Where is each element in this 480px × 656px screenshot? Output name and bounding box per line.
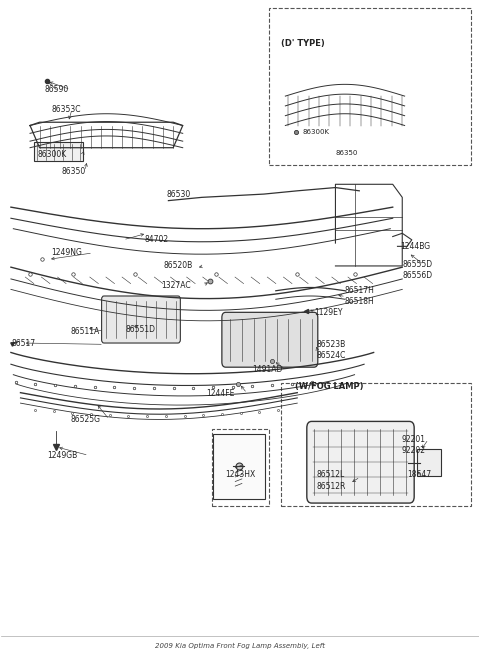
FancyBboxPatch shape — [102, 296, 180, 343]
Text: 1249GB: 1249GB — [47, 451, 77, 460]
Text: 86530: 86530 — [166, 190, 190, 199]
Text: 86555D: 86555D — [402, 260, 432, 269]
Text: 1491AD: 1491AD — [252, 365, 282, 374]
Text: 1327AC: 1327AC — [161, 281, 191, 290]
Text: 1243HX: 1243HX — [225, 470, 255, 480]
Text: 86350: 86350 — [61, 167, 85, 176]
Text: 1244BG: 1244BG — [400, 242, 430, 251]
Text: 18647: 18647 — [407, 470, 431, 480]
Text: 86518H: 86518H — [345, 297, 375, 306]
Text: (D' TYPE): (D' TYPE) — [281, 39, 324, 49]
Text: 86300K: 86300K — [37, 150, 66, 159]
Text: 2009 Kia Optima Front Fog Lamp Assembly, Left: 2009 Kia Optima Front Fog Lamp Assembly,… — [155, 642, 325, 649]
Text: 86512L: 86512L — [316, 470, 345, 480]
FancyBboxPatch shape — [417, 449, 442, 476]
Text: 84702: 84702 — [144, 236, 168, 244]
Text: 86551D: 86551D — [125, 325, 156, 334]
FancyBboxPatch shape — [222, 312, 318, 367]
FancyBboxPatch shape — [307, 421, 414, 503]
FancyBboxPatch shape — [213, 434, 265, 499]
Text: 86517: 86517 — [12, 339, 36, 348]
Text: 86353C: 86353C — [51, 105, 81, 113]
Text: 86511A: 86511A — [71, 327, 100, 336]
Text: 86300K: 86300K — [302, 129, 329, 135]
Text: 1244FE: 1244FE — [206, 389, 235, 398]
Text: 86520B: 86520B — [164, 262, 193, 270]
Text: 86525G: 86525G — [71, 415, 101, 424]
Text: 86556D: 86556D — [402, 271, 432, 280]
Text: 92201: 92201 — [401, 434, 425, 443]
Text: 86512R: 86512R — [316, 482, 346, 491]
Text: 86517H: 86517H — [345, 286, 375, 295]
Text: (W/FOG LAMP): (W/FOG LAMP) — [295, 382, 363, 391]
Text: 86590: 86590 — [44, 85, 69, 94]
Text: 86524C: 86524C — [316, 351, 346, 360]
Text: 92202: 92202 — [401, 445, 425, 455]
Text: 86523B: 86523B — [316, 340, 346, 349]
Text: 86350: 86350 — [336, 150, 358, 156]
Text: 1249NG: 1249NG — [51, 249, 83, 257]
FancyBboxPatch shape — [34, 142, 84, 161]
Text: 1129EY: 1129EY — [314, 308, 342, 317]
